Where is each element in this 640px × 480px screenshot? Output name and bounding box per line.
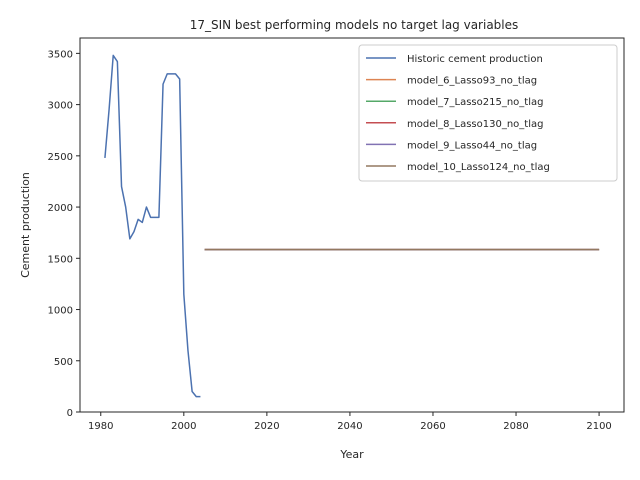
y-tick-label: 2500 xyxy=(48,152,73,163)
y-tick-label: 3000 xyxy=(48,101,73,112)
legend-entry-label: model_8_Lasso130_no_tlag xyxy=(407,119,543,130)
x-tick-label: 2060 xyxy=(420,421,445,432)
y-tick-label: 3500 xyxy=(48,49,73,60)
legend-entry-label: model_7_Lasso215_no_tlag xyxy=(407,97,543,108)
chart-title: 17_SIN best performing models no target … xyxy=(190,18,519,32)
legend: Historic cement production model_6_Lasso9… xyxy=(358,44,618,182)
legend-box xyxy=(358,44,618,182)
y-tick-label: 1500 xyxy=(48,254,73,265)
y-tick-label: 2000 xyxy=(48,203,73,214)
x-tick-label: 2040 xyxy=(337,421,362,432)
x-tick-label: 2000 xyxy=(171,421,196,432)
y-tick-label: 500 xyxy=(54,357,73,368)
x-tick-label: 2100 xyxy=(586,421,611,432)
x-axis-ticks: 1980 2000 2020 2040 2060 2080 2100 xyxy=(88,412,612,432)
y-axis-ticks: 0 500 1000 1500 2000 2500 3000 3500 xyxy=(48,49,80,419)
x-tick-label: 2080 xyxy=(503,421,528,432)
legend-entry-label: Historic cement production xyxy=(407,54,543,65)
plot-frame xyxy=(79,37,625,413)
y-tick-label: 0 xyxy=(67,408,73,419)
plot-lines xyxy=(104,54,600,398)
x-tick-label: 2020 xyxy=(254,421,279,432)
legend-entry-label: model_9_Lasso44_no_tlag xyxy=(407,140,537,151)
legend-entry-label: model_6_Lasso93_no_tlag xyxy=(407,76,537,87)
x-tick-label: 1980 xyxy=(88,421,113,432)
legend-entry-label: model_10_Lasso124_no_tlag xyxy=(407,162,550,173)
y-axis-label: Cement production xyxy=(19,172,32,278)
y-tick-label: 1000 xyxy=(48,306,73,317)
series-line-1 xyxy=(104,54,201,398)
x-axis-label: Year xyxy=(339,448,364,461)
